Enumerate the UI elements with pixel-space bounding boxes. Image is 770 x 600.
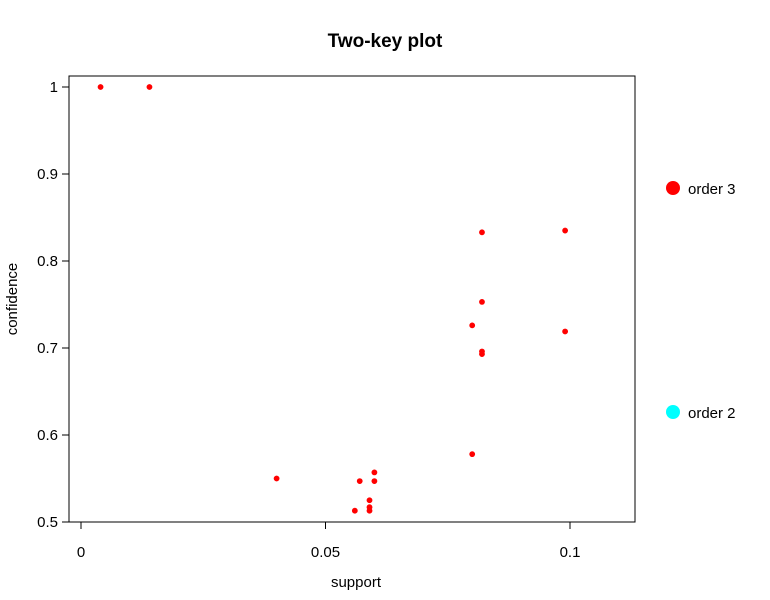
y-tick-label: 0.6 bbox=[37, 427, 58, 444]
legend-label-order-3: order 3 bbox=[688, 181, 736, 198]
data-point-order-3 bbox=[479, 298, 485, 305]
data-points bbox=[97, 84, 569, 514]
data-point-order-3 bbox=[97, 84, 104, 90]
x-tick-label: 0.1 bbox=[560, 544, 581, 561]
legend-marker-order-3 bbox=[666, 181, 680, 195]
data-point-order-3 bbox=[366, 507, 373, 514]
x-axis: 00.050.10.150.2 bbox=[77, 522, 581, 561]
y-tick-label: 0.9 bbox=[37, 166, 58, 183]
y-tick-label: 0.5 bbox=[37, 514, 58, 531]
chart-title: Two-key plot bbox=[328, 31, 443, 52]
y-axis: 0.5 0.6 0.7 0.8 0.9 1 bbox=[37, 79, 69, 531]
data-point-order-3 bbox=[469, 451, 476, 458]
data-point-order-3 bbox=[366, 497, 373, 504]
legend-label-order-2: order 2 bbox=[688, 405, 736, 422]
data-point-order-3 bbox=[562, 328, 569, 335]
x-tick-label: 0 bbox=[77, 544, 85, 561]
y-axis-label: confidence bbox=[4, 263, 21, 336]
data-point-order-3 bbox=[479, 351, 485, 357]
data-point-order-3 bbox=[351, 507, 358, 514]
legend: order 3 order 2 bbox=[666, 181, 736, 422]
data-point-order-3 bbox=[273, 475, 280, 482]
legend-marker-order-2 bbox=[666, 405, 680, 419]
y-tick-label: 1 bbox=[50, 79, 58, 96]
data-point-order-3 bbox=[479, 229, 485, 236]
data-point-order-3 bbox=[356, 478, 363, 485]
data-point-order-3 bbox=[371, 478, 378, 485]
data-point-order-3 bbox=[146, 84, 153, 90]
x-axis-label: support bbox=[331, 574, 382, 591]
data-point-order-3 bbox=[371, 469, 378, 476]
y-tick-label: 0.7 bbox=[37, 340, 58, 357]
data-point-order-3 bbox=[469, 322, 476, 329]
y-tick-label: 0.8 bbox=[37, 253, 58, 270]
plot-frame bbox=[68, 75, 636, 523]
data-point-order-3 bbox=[562, 227, 569, 234]
x-tick-label: 0.05 bbox=[311, 544, 340, 561]
